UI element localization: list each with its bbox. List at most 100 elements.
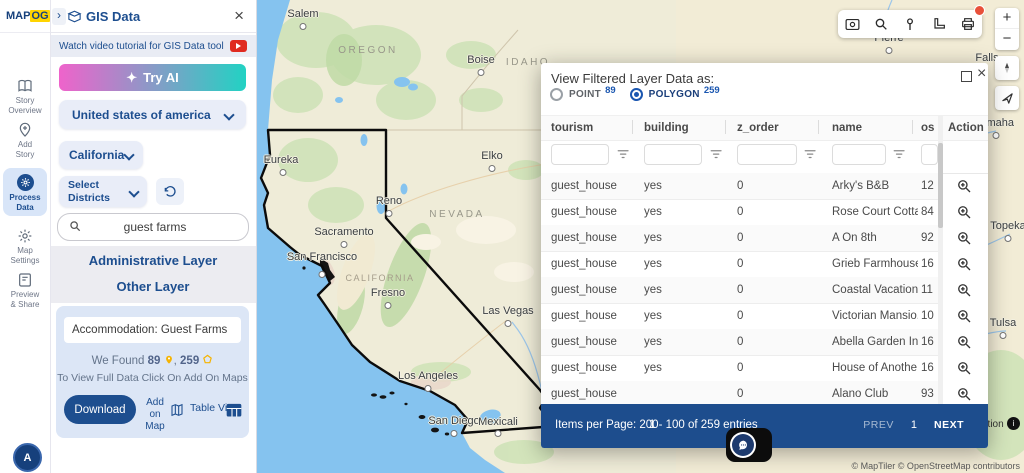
map-attribution: © MapTiler © OpenStreetMap contributors bbox=[851, 461, 1021, 471]
state-dropdown[interactable]: California bbox=[59, 141, 143, 169]
table-filter-row bbox=[541, 139, 988, 174]
table-row[interactable]: guest_house 0 Alano Club 93 bbox=[541, 381, 941, 404]
close-icon[interactable]: × bbox=[234, 6, 244, 25]
map-state-label: IDAHO bbox=[505, 57, 551, 68]
found-summary: We Found 89 , 259 bbox=[56, 354, 249, 367]
column-header-building[interactable]: building bbox=[644, 122, 689, 134]
map-city-label: Salem bbox=[287, 8, 319, 20]
zoom-in-button[interactable]: + bbox=[1002, 9, 1012, 26]
column-divider bbox=[912, 120, 913, 134]
filter-input-building[interactable] bbox=[644, 144, 702, 165]
zoom-to-feature-button[interactable] bbox=[955, 359, 973, 377]
country-dropdown[interactable]: United states of america bbox=[59, 100, 246, 129]
zoom-out-button[interactable]: − bbox=[1002, 30, 1012, 47]
compass-icon bbox=[1004, 62, 1010, 74]
pager: PREV 1 NEXT bbox=[863, 419, 964, 431]
zoom-to-feature-button[interactable] bbox=[955, 281, 973, 299]
table-row[interactable]: guest_house yes 0 A On 8th 92 bbox=[541, 225, 941, 252]
table-row[interactable]: guest_house yes 0 House of Anothe... 16 bbox=[541, 355, 941, 382]
card-hint: To View Full Data Click On Add On Maps bbox=[57, 372, 248, 384]
layer-sections: Administrative Layer Other Layer bbox=[50, 246, 256, 303]
sidebar-item-map-settings[interactable]: Map Settings bbox=[0, 228, 50, 265]
points-count: 89 bbox=[147, 355, 161, 367]
try-ai-label: Try AI bbox=[143, 70, 179, 85]
close-button[interactable]: × bbox=[977, 65, 987, 82]
filter-icon[interactable] bbox=[616, 147, 631, 162]
maximize-icon bbox=[961, 71, 972, 82]
map-city-label: Elko bbox=[481, 150, 503, 162]
add-on-map-button[interactable]: Add on Map bbox=[145, 397, 165, 432]
filter-input-os[interactable] bbox=[921, 144, 938, 165]
sidebar-item-add-story[interactable]: Add Story bbox=[0, 122, 50, 159]
zoom-to-feature-button[interactable] bbox=[955, 255, 973, 273]
table-scrollbar-track[interactable] bbox=[938, 115, 943, 404]
zoom-to-feature-button[interactable] bbox=[955, 333, 973, 351]
user-avatar[interactable]: A bbox=[13, 443, 42, 472]
districts-dropdown[interactable]: Select Districts bbox=[59, 176, 147, 207]
map-search-button[interactable] bbox=[870, 13, 892, 35]
column-header-tourism[interactable]: tourism bbox=[551, 122, 594, 134]
sidebar-item-story-overview[interactable]: Story Overview bbox=[0, 78, 50, 115]
sidebar-item-label: Map Settings bbox=[10, 246, 40, 265]
filter-input-name[interactable] bbox=[832, 144, 886, 165]
filter-input-tourism[interactable] bbox=[551, 144, 609, 165]
filter-icon[interactable] bbox=[803, 147, 818, 162]
video-tutorial-banner[interactable]: Watch video tutorial for GIS Data tool bbox=[50, 35, 256, 57]
city-marker bbox=[424, 385, 432, 392]
collapse-panel-button[interactable]: › bbox=[52, 8, 66, 25]
sidebar-item-preview-share[interactable]: Preview & Share bbox=[0, 272, 50, 309]
zoom-to-feature-button[interactable] bbox=[955, 177, 973, 195]
next-page-button[interactable]: NEXT bbox=[933, 419, 964, 431]
radio-polygon[interactable] bbox=[629, 88, 643, 101]
table-icon bbox=[226, 403, 242, 417]
sidebar-item-process-data[interactable]: Process Data bbox=[0, 174, 50, 212]
chat-icon bbox=[738, 440, 747, 450]
city-marker bbox=[279, 169, 287, 176]
basemap-button[interactable] bbox=[841, 13, 863, 35]
map-city-label: Mexicali bbox=[478, 416, 518, 428]
zoom-to-feature-button[interactable] bbox=[955, 307, 973, 325]
zoom-to-feature-button[interactable] bbox=[955, 385, 973, 403]
polygon-count: 259 bbox=[703, 85, 720, 96]
download-button[interactable]: Download bbox=[64, 395, 136, 424]
radio-point[interactable] bbox=[550, 88, 563, 101]
reset-selection-button[interactable] bbox=[156, 178, 184, 205]
locate-control[interactable] bbox=[995, 86, 1019, 110]
print-button[interactable] bbox=[957, 13, 979, 35]
compass-control[interactable] bbox=[995, 56, 1019, 80]
zoom-to-feature-button[interactable] bbox=[955, 203, 973, 221]
maximize-button[interactable] bbox=[961, 71, 972, 82]
current-page[interactable]: 1 bbox=[910, 419, 917, 431]
city-marker bbox=[992, 132, 1000, 139]
pin-plus-icon bbox=[19, 122, 31, 137]
column-header-name[interactable]: name bbox=[832, 122, 863, 134]
administrative-layer-tab[interactable]: Administrative Layer bbox=[88, 253, 218, 268]
table-row[interactable]: guest_house yes 0 Arky's B&B 12 bbox=[541, 173, 941, 200]
measure-tool-button[interactable] bbox=[928, 13, 950, 35]
try-ai-button[interactable]: ✦ Try AI bbox=[59, 64, 246, 91]
filter-icon[interactable] bbox=[892, 147, 907, 162]
prev-page-button[interactable]: PREV bbox=[863, 419, 894, 431]
search-input[interactable] bbox=[88, 215, 222, 239]
column-header-z-order[interactable]: z_order bbox=[737, 122, 779, 134]
chat-launcher[interactable] bbox=[726, 428, 772, 462]
table-scrollbar-thumb[interactable] bbox=[938, 143, 943, 228]
measure-icon bbox=[934, 18, 945, 29]
app-logo[interactable]: MAPOG bbox=[6, 10, 50, 22]
districts-value: Select Districts bbox=[68, 179, 111, 204]
info-icon[interactable]: i bbox=[1007, 417, 1020, 430]
table-row[interactable]: guest_house yes 0 Victorian Mansio... 10 bbox=[541, 303, 941, 330]
filter-icon[interactable] bbox=[709, 147, 724, 162]
marker-tool-button[interactable] bbox=[899, 13, 921, 35]
map-city-label: Topeka bbox=[990, 220, 1024, 232]
map-city-label: Reno bbox=[375, 195, 403, 207]
zoom-to-feature-button[interactable] bbox=[955, 229, 973, 247]
filter-input-z-order[interactable] bbox=[737, 144, 797, 165]
column-header-os[interactable]: os bbox=[921, 122, 935, 134]
other-layer-tab[interactable]: Other Layer bbox=[116, 279, 190, 294]
